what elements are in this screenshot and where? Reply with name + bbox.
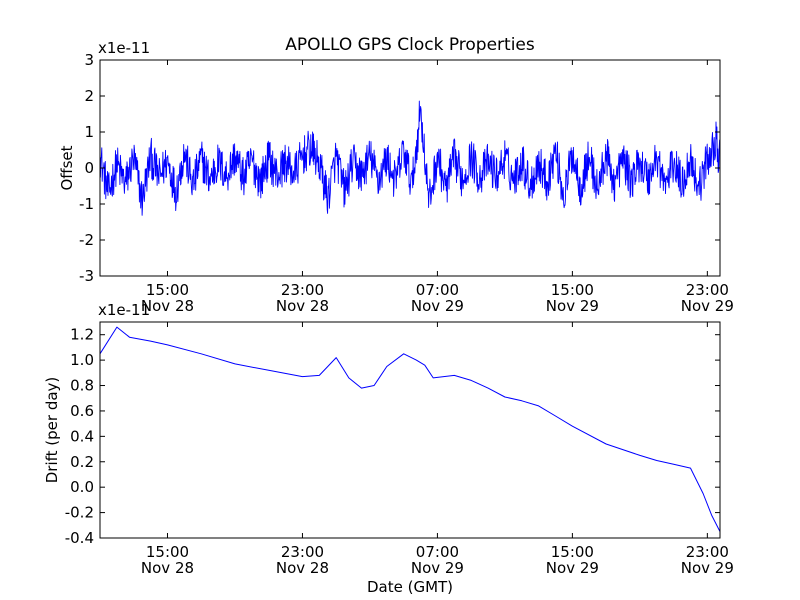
- drift-xtick-time-label: 07:00: [416, 543, 459, 561]
- offset-xtick-date-label: Nov 28: [141, 297, 194, 315]
- offset-xtick-time-label: 07:00: [416, 281, 459, 299]
- drift-ytick-label: 0.8: [70, 377, 94, 395]
- drift-ytick-label: -0.2: [65, 504, 94, 522]
- offset-series: [99, 100, 721, 216]
- offset-ytick-label: -3: [79, 267, 94, 285]
- drift-xtick-date-label: Nov 28: [141, 559, 194, 577]
- drift-xtick-time-label: 23:00: [686, 543, 729, 561]
- offset-xtick-date-label: Nov 29: [546, 297, 599, 315]
- drift-ytick-label: 0.6: [70, 402, 94, 420]
- offset-xtick-time-label: 23:00: [281, 281, 324, 299]
- drift-xtick-time-label: 15:00: [551, 543, 594, 561]
- drift-xtick-date-label: Nov 29: [411, 559, 464, 577]
- offset-ytick-label: -1: [79, 195, 94, 213]
- offset-scale-label: x1e-11: [98, 39, 150, 57]
- offset-ytick-label: 1: [84, 123, 94, 141]
- offset-xtick-date-label: Nov 29: [411, 297, 464, 315]
- drift-ytick-label: 0.4: [70, 427, 94, 445]
- drift-ytick-label: 1.0: [70, 351, 94, 369]
- figure-title: APOLLO GPS Clock Properties: [285, 35, 535, 55]
- drift-series-line: [99, 326, 721, 532]
- offset-xtick-date-label: Nov 29: [681, 297, 734, 315]
- offset-xtick-time-label: 23:00: [686, 281, 729, 299]
- drift-plot-frame: [99, 321, 721, 539]
- drift-ytick-label: -0.4: [65, 529, 94, 547]
- offset-xtick-time-label: 15:00: [551, 281, 594, 299]
- drift-ytick-label: 1.2: [70, 326, 94, 344]
- offset-xtick-time-label: 15:00: [146, 281, 189, 299]
- drift-ytick-label: 0.2: [70, 453, 94, 471]
- offset-y-axis-label: Offset: [58, 145, 76, 190]
- offset-ytick-label: 2: [84, 87, 94, 105]
- offset-xtick-date-label: Nov 28: [276, 297, 329, 315]
- drift-ytick-label: 0.0: [70, 478, 94, 496]
- drift-xtick-time-label: 23:00: [281, 543, 324, 561]
- offset-ytick-label: 3: [84, 51, 94, 69]
- drift-scale-label: x1e-11: [98, 301, 150, 319]
- drift-xtick-time-label: 15:00: [146, 543, 189, 561]
- drift-xtick-date-label: Nov 28: [276, 559, 329, 577]
- offset-ytick-label: -2: [79, 231, 94, 249]
- drift-xtick-date-label: Nov 29: [546, 559, 599, 577]
- drift-x-axis-label: Date (GMT): [367, 578, 453, 596]
- drift-y-axis-label: Drift (per day): [43, 377, 61, 484]
- offset-ytick-label: 0: [84, 159, 94, 177]
- drift-series: [99, 326, 721, 532]
- offset-series-line: [99, 100, 721, 216]
- drift-xtick-date-label: Nov 29: [681, 559, 734, 577]
